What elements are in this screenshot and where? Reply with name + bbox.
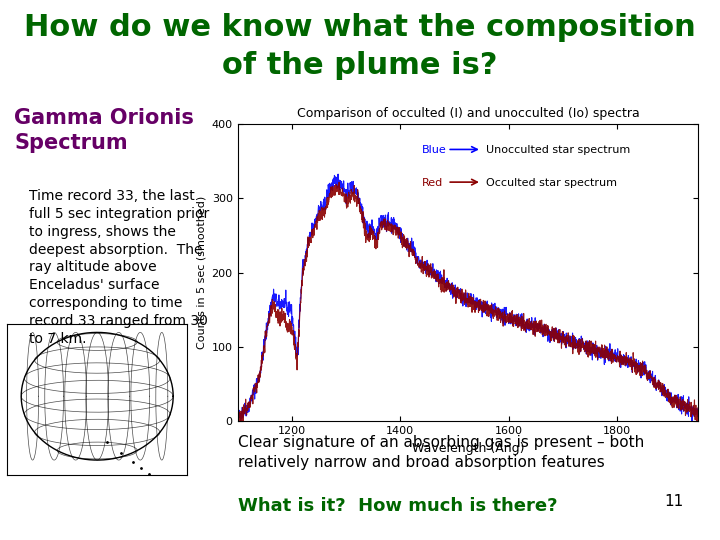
Text: How do we know what the composition: How do we know what the composition	[24, 14, 696, 43]
Text: of the plume is?: of the plume is?	[222, 51, 498, 80]
Text: Red: Red	[422, 178, 444, 188]
Y-axis label: Counts in 5 sec (smoothed): Counts in 5 sec (smoothed)	[196, 196, 206, 349]
X-axis label: Wavelength (Ang): Wavelength (Ang)	[412, 442, 524, 455]
Text: 11: 11	[665, 494, 684, 509]
Text: Blue: Blue	[422, 145, 446, 155]
Text: Unocculted star spectrum: Unocculted star spectrum	[487, 145, 631, 155]
Text: Time record 33, the last
full 5 sec integration prior
to ingress, shows the
deep: Time record 33, the last full 5 sec inte…	[29, 189, 209, 346]
Text: What is it?  How much is there?: What is it? How much is there?	[238, 497, 557, 515]
Text: Occulted star spectrum: Occulted star spectrum	[487, 178, 618, 188]
Text: Gamma Orionis
Spectrum: Gamma Orionis Spectrum	[14, 108, 194, 153]
Text: Clear signature of an absorbing gas is present – both
relatively narrow and broa: Clear signature of an absorbing gas is p…	[238, 435, 644, 469]
Title: Comparison of occulted (I) and unocculted (Io) spectra: Comparison of occulted (I) and unocculte…	[297, 107, 639, 120]
